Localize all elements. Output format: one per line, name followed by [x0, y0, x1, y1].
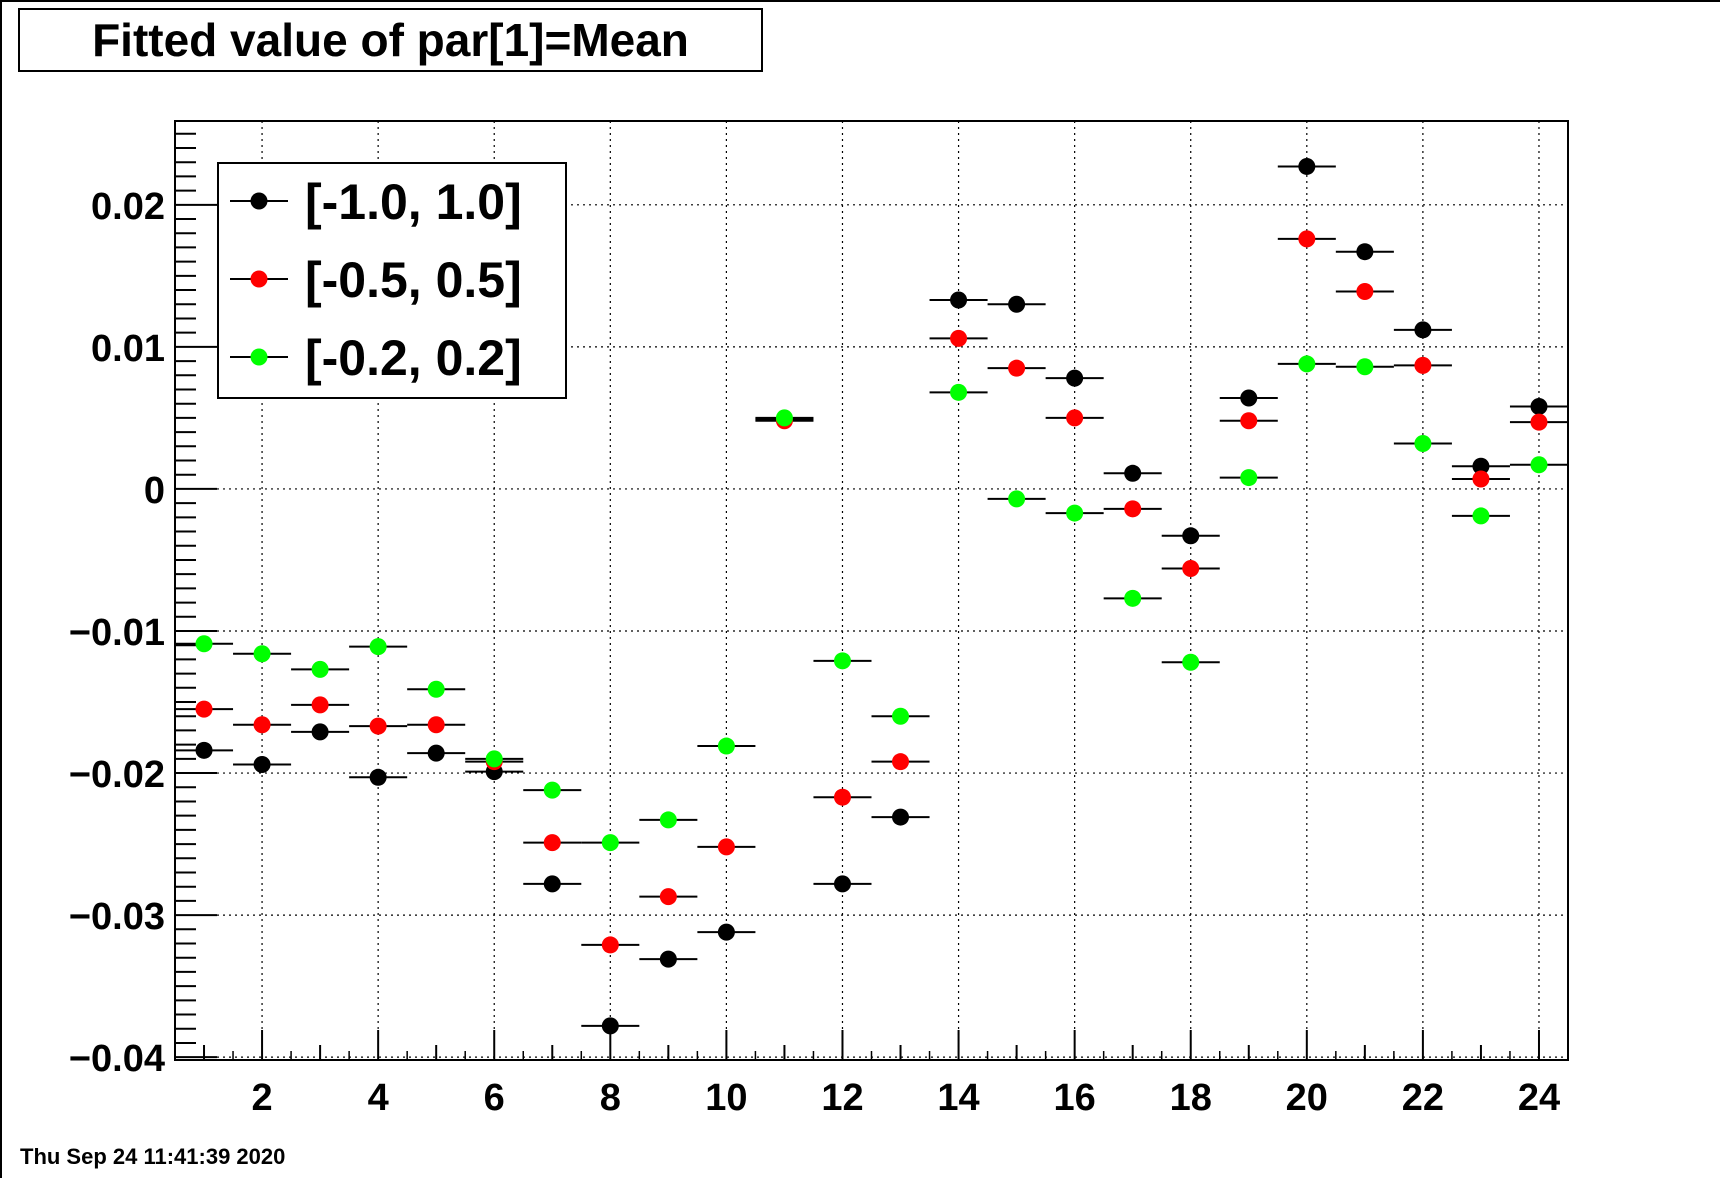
y-tick-label: −0.03 — [69, 896, 165, 938]
data-point — [427, 744, 445, 762]
legend-box — [217, 162, 567, 399]
data-point — [1008, 359, 1026, 377]
data-point — [833, 788, 851, 806]
data-point — [601, 936, 619, 954]
data-point — [1240, 412, 1258, 430]
data-point — [1124, 464, 1142, 482]
data-point — [659, 811, 677, 829]
legend-label: [-0.5, 0.5] — [305, 252, 522, 308]
x-tick-label: 12 — [821, 1077, 863, 1119]
data-point — [195, 741, 213, 759]
data-point — [253, 756, 271, 774]
data-point — [1356, 243, 1374, 261]
data-point — [1472, 507, 1490, 525]
legend-marker — [250, 270, 268, 288]
data-point — [1298, 230, 1316, 248]
data-point — [1356, 358, 1374, 376]
data-point — [369, 717, 387, 735]
data-point — [950, 383, 968, 401]
data-point — [543, 834, 561, 852]
data-point — [1124, 589, 1142, 607]
y-tick-label: 0.01 — [91, 328, 165, 370]
data-point — [1298, 355, 1316, 373]
data-point — [485, 750, 503, 768]
y-tick-label: −0.02 — [69, 754, 165, 796]
x-tick-label: 18 — [1170, 1077, 1212, 1119]
data-point — [1298, 157, 1316, 175]
data-point — [1530, 413, 1548, 431]
x-tick-label: 4 — [368, 1077, 389, 1119]
data-point — [833, 875, 851, 893]
data-point — [1472, 470, 1490, 488]
legend-marker — [250, 192, 268, 210]
data-point — [543, 781, 561, 799]
data-point — [659, 950, 677, 968]
data-point — [1472, 457, 1490, 475]
y-tick-label: 0.02 — [91, 186, 165, 228]
data-point — [1414, 356, 1432, 374]
x-tick-label: 16 — [1054, 1077, 1096, 1119]
data-point — [1066, 409, 1084, 427]
data-point — [1530, 398, 1548, 416]
y-tick-label: −0.04 — [69, 1038, 165, 1080]
chart-title: Fitted value of par[1]=Mean — [18, 8, 763, 72]
y-tick-label: 0 — [144, 470, 165, 512]
data-point — [775, 409, 793, 427]
data-point — [253, 645, 271, 663]
data-point — [1066, 504, 1084, 522]
x-tick-label: 2 — [251, 1077, 272, 1119]
data-point — [1414, 434, 1432, 452]
data-point — [717, 923, 735, 941]
legend-label: [-1.0, 1.0] — [305, 174, 522, 230]
data-point — [1124, 500, 1142, 518]
data-point — [659, 888, 677, 906]
data-point — [717, 737, 735, 755]
data-point — [1008, 490, 1026, 508]
x-tick-label: 22 — [1402, 1077, 1444, 1119]
data-point — [1240, 389, 1258, 407]
data-point — [195, 700, 213, 718]
x-tick-label: 6 — [484, 1077, 505, 1119]
data-point — [717, 838, 735, 856]
data-point — [543, 875, 561, 893]
data-point — [195, 635, 213, 653]
legend-marker — [250, 348, 268, 366]
data-point — [892, 753, 910, 771]
x-tick-label: 8 — [600, 1077, 621, 1119]
legend-label: [-0.2, 0.2] — [305, 330, 522, 386]
data-point — [892, 808, 910, 826]
data-point — [311, 660, 329, 678]
data-point — [601, 1017, 619, 1035]
y-tick-label: −0.01 — [69, 612, 165, 654]
data-point — [311, 696, 329, 714]
data-point — [1008, 295, 1026, 313]
x-tick-label: 24 — [1518, 1077, 1560, 1119]
data-point — [1356, 282, 1374, 300]
x-tick-label: 20 — [1286, 1077, 1328, 1119]
data-point — [1530, 456, 1548, 474]
timestamp: Thu Sep 24 11:41:39 2020 — [20, 1144, 286, 1169]
data-point — [427, 716, 445, 734]
x-tick-label: 14 — [937, 1077, 979, 1119]
data-point — [1240, 469, 1258, 487]
data-point — [1182, 527, 1200, 545]
data-point — [1182, 559, 1200, 577]
data-point — [1414, 321, 1432, 339]
data-point — [311, 723, 329, 741]
data-point — [427, 680, 445, 698]
data-point — [833, 652, 851, 670]
data-point — [892, 707, 910, 725]
data-point — [601, 834, 619, 852]
data-point — [369, 638, 387, 656]
data-point — [1066, 369, 1084, 387]
data-point — [950, 291, 968, 309]
data-point — [950, 329, 968, 347]
x-tick-label: 10 — [705, 1077, 747, 1119]
data-point — [253, 716, 271, 734]
data-point — [369, 768, 387, 786]
data-point — [1182, 653, 1200, 671]
